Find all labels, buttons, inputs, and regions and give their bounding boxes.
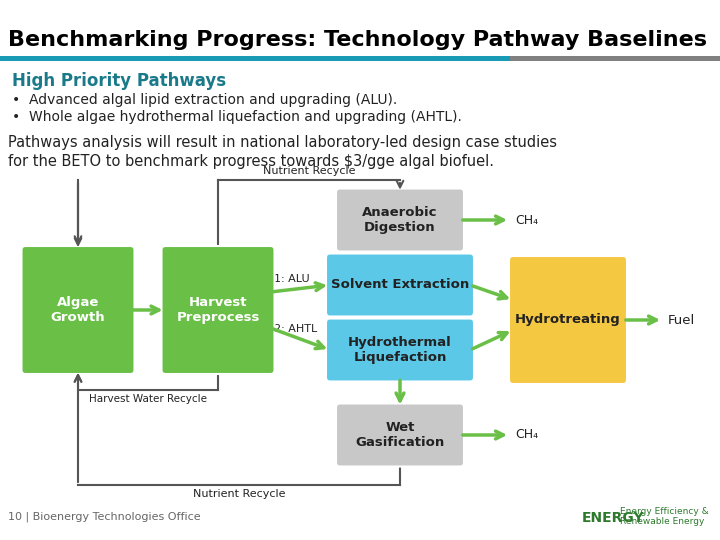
Text: Fuel: Fuel [668,314,696,327]
Bar [510,56,720,61]
Text: Hydrotreating: Hydrotreating [515,314,621,327]
Text: Wet
Gasification: Wet Gasification [356,421,445,449]
Text: Energy Efficiency &: Energy Efficiency & [620,508,708,516]
Text: •  Whole algae hydrothermal liquefaction and upgrading (AHTL).: • Whole algae hydrothermal liquefaction … [12,110,462,124]
FancyBboxPatch shape [326,253,474,316]
Text: Hydrothermal
Liquefaction: Hydrothermal Liquefaction [348,336,452,364]
Text: Benchmarking Progress: Technology Pathway Baselines: Benchmarking Progress: Technology Pathwa… [8,30,707,50]
Text: 2: AHTL: 2: AHTL [274,324,318,334]
Text: CO₂: CO₂ [356,457,380,470]
Bar [0,56,510,61]
Text: CH₄: CH₄ [515,213,538,226]
Text: High Priority Pathways: High Priority Pathways [12,72,226,90]
Text: 1: ALU: 1: ALU [274,274,310,284]
Text: CH₄: CH₄ [515,429,538,442]
Text: Harvest
Preprocess: Harvest Preprocess [176,296,260,324]
FancyBboxPatch shape [22,246,135,374]
Text: Algae
Growth: Algae Growth [50,296,105,324]
Text: ENERGY: ENERGY [582,511,644,525]
Text: •  Advanced algal lipid extraction and upgrading (ALU).: • Advanced algal lipid extraction and up… [12,93,397,107]
FancyBboxPatch shape [336,403,464,467]
FancyBboxPatch shape [336,188,464,252]
FancyBboxPatch shape [326,319,474,381]
Text: Harvest Water Recycle: Harvest Water Recycle [89,394,207,404]
FancyBboxPatch shape [509,256,627,384]
Text: for the BETO to benchmark progress towards $3/gge algal biofuel.: for the BETO to benchmark progress towar… [8,154,494,169]
FancyBboxPatch shape [161,246,274,374]
Text: Nutrient Recycle: Nutrient Recycle [193,489,285,499]
Text: Solvent Extraction: Solvent Extraction [331,279,469,292]
Text: Renewable Energy: Renewable Energy [620,517,704,526]
Text: 10 | Bioenergy Technologies Office: 10 | Bioenergy Technologies Office [8,511,201,522]
Text: Pathways analysis will result in national laboratory-led design case studies: Pathways analysis will result in nationa… [8,135,557,150]
Text: Nutrient Recycle: Nutrient Recycle [263,166,355,176]
Text: Anaerobic
Digestion: Anaerobic Digestion [362,206,438,234]
